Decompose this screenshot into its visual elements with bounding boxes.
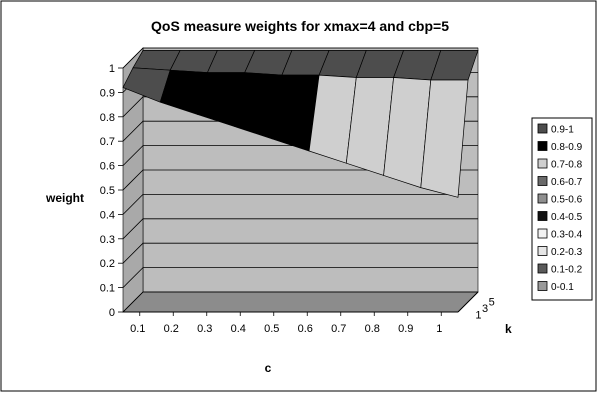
gridline bbox=[122, 291, 478, 313]
y-tick-label: 0.7 bbox=[100, 136, 115, 148]
legend: 0.9-1 0.8-0.9 0.7-0.8 0.6-0.7 0.5-0.6 0.4-0.5… bbox=[531, 117, 593, 301]
k-axis-line bbox=[457, 291, 479, 313]
x-tick-label: 0.4 bbox=[231, 323, 246, 335]
legend-label: 0.7-0.8 bbox=[551, 160, 583, 171]
x-tick-label: 1 bbox=[436, 323, 442, 335]
x-tick-labels: 0.1 0.2 0.3 0.4 0.5 0.6 0.7 0.8 0.9 1 bbox=[130, 312, 442, 335]
legend-label: 0.3-0.4 bbox=[551, 230, 583, 241]
gridline bbox=[122, 193, 478, 215]
x-tick-label: 0.3 bbox=[197, 323, 212, 335]
legend-swatch bbox=[537, 228, 548, 239]
y-tick-label: 0 bbox=[109, 307, 115, 319]
x-axis-label: c bbox=[265, 361, 272, 375]
legend-swatch bbox=[537, 263, 548, 274]
y-tick-label: 0.1 bbox=[100, 283, 115, 295]
legend-label: 0.1-0.2 bbox=[551, 265, 583, 276]
y-tick-label: 0.6 bbox=[100, 161, 115, 173]
y-tick-label: 0.5 bbox=[100, 185, 115, 197]
chart-title: QoS measure weights for xmax=4 and cbp=5 bbox=[151, 18, 449, 34]
k-tick-label: 1 bbox=[475, 310, 481, 322]
legend-label: 0.2-0.3 bbox=[551, 247, 583, 258]
x-tick-label: 0.1 bbox=[130, 323, 145, 335]
y-tick-label: 0.9 bbox=[100, 87, 115, 99]
legend-label: 0.8-0.9 bbox=[551, 142, 583, 153]
legend-swatch bbox=[537, 211, 548, 221]
x-tick-label: 0.6 bbox=[298, 323, 313, 335]
x-tick-label: 0.2 bbox=[164, 323, 179, 335]
x-tick-label: 0.9 bbox=[398, 323, 413, 335]
y-tick-labels: 0 0.1 0.2 0.3 0.4 0.5 0.6 0.7 0.8 0.9 1 bbox=[100, 63, 123, 319]
floor-front bbox=[123, 291, 479, 313]
legend-label: 0.6-0.7 bbox=[551, 177, 583, 188]
k-tick-label: 5 bbox=[489, 296, 495, 308]
legend-label: 0-0.1 bbox=[551, 282, 574, 293]
gridline bbox=[122, 218, 478, 240]
legend-swatch bbox=[537, 176, 548, 186]
x-tick-label: 0.7 bbox=[331, 323, 346, 335]
legend-swatch bbox=[537, 141, 548, 151]
legend-swatch bbox=[537, 281, 548, 291]
surface-patch bbox=[420, 79, 469, 198]
legend-label: 0.5-0.6 bbox=[551, 195, 583, 206]
gridline bbox=[122, 267, 478, 288]
x-tick-label: 0.8 bbox=[365, 323, 380, 335]
gridline bbox=[122, 47, 478, 69]
legend-swatch bbox=[537, 158, 548, 169]
y-tick-label: 0.8 bbox=[100, 112, 115, 124]
legend-swatch bbox=[537, 193, 548, 204]
legend-label: 0.9-1 bbox=[551, 125, 574, 136]
gridline bbox=[122, 242, 478, 264]
k-tick-label: 3 bbox=[482, 303, 488, 315]
k-axis-label: k bbox=[505, 322, 512, 336]
legend-swatch bbox=[537, 246, 548, 256]
y-tick-label: 0.2 bbox=[100, 258, 115, 270]
x-tick-label: 0.5 bbox=[264, 323, 279, 335]
y-tick-label: 1 bbox=[109, 63, 115, 75]
y-axis-label: weight bbox=[45, 191, 84, 205]
legend-swatch bbox=[537, 123, 548, 134]
y-tick-label: 0.4 bbox=[100, 209, 115, 221]
k-tick-labels: 135 bbox=[475, 296, 494, 321]
surface-patches bbox=[122, 50, 479, 198]
floor bbox=[122, 291, 479, 313]
y-tick-label: 0.3 bbox=[100, 234, 115, 246]
legend-label: 0.4-0.5 bbox=[551, 212, 583, 223]
